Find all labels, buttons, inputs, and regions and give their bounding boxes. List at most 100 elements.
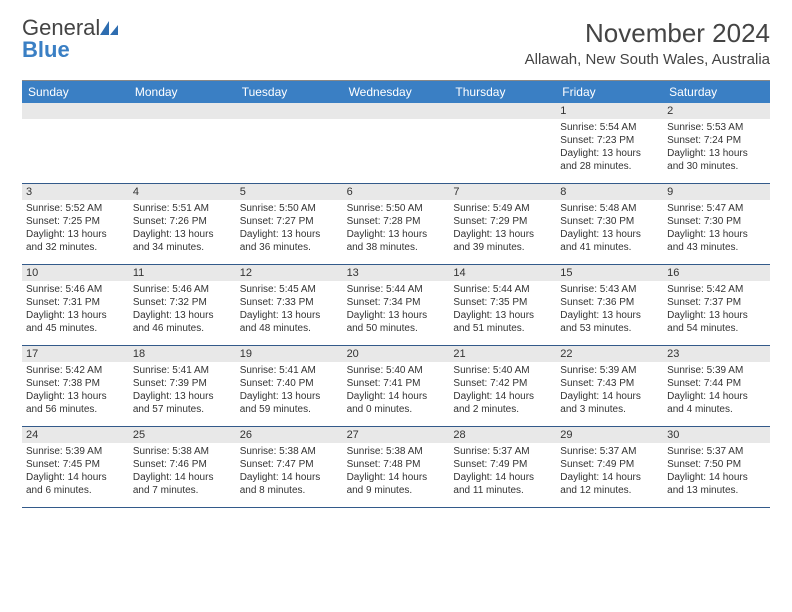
day-body: Sunrise: 5:43 AMSunset: 7:36 PMDaylight:… <box>556 281 663 339</box>
day-cell: 5Sunrise: 5:50 AMSunset: 7:27 PMDaylight… <box>236 184 343 264</box>
day-body: Sunrise: 5:50 AMSunset: 7:27 PMDaylight:… <box>236 200 343 258</box>
day-cell: 13 Sunrise: 5:44 AMSunset: 7:34 PMDayligh… <box>343 265 450 345</box>
daylight-text: Daylight: 13 hours and 41 minutes. <box>560 228 659 254</box>
dayheader-monday: Monday <box>129 81 236 103</box>
sunset-text: Sunset: 7:43 PM <box>560 377 659 390</box>
daylight-text: Daylight: 13 hours and 34 minutes. <box>133 228 232 254</box>
daylight-text: Daylight: 13 hours and 36 minutes. <box>240 228 339 254</box>
day-cell: 15Sunrise: 5:43 AMSunset: 7:36 PMDayligh… <box>556 265 663 345</box>
sunrise-text: Sunrise: 5:40 AM <box>347 364 446 377</box>
sunset-text: Sunset: 7:50 PM <box>667 458 766 471</box>
sunrise-text: Sunrise: 5:40 AM <box>453 364 552 377</box>
day-number: 9 <box>663 184 770 200</box>
sunset-text: Sunset: 7:34 PM <box>347 296 446 309</box>
daylight-text: Daylight: 13 hours and 48 minutes. <box>240 309 339 335</box>
sunset-text: Sunset: 7:26 PM <box>133 215 232 228</box>
day-body: Sunrise: 5:37 AMSunset: 7:49 PMDaylight:… <box>449 443 556 501</box>
sunrise-text: Sunrise: 5:39 AM <box>26 445 125 458</box>
day-number: 21 <box>449 346 556 362</box>
day-body: Sunrise: 5:39 AMSunset: 7:43 PMDaylight:… <box>556 362 663 420</box>
sunrise-text: Sunrise: 5:38 AM <box>347 445 446 458</box>
dayheader-thursday: Thursday <box>449 81 556 103</box>
daylight-text: Daylight: 14 hours and 7 minutes. <box>133 471 232 497</box>
day-body: Sunrise: 5:50 AMSunset: 7:28 PMDaylight:… <box>343 200 450 258</box>
daylight-text: Daylight: 13 hours and 51 minutes. <box>453 309 552 335</box>
day-number: 11 <box>129 265 236 281</box>
day-number: 5 <box>236 184 343 200</box>
day-number <box>449 103 556 119</box>
day-cell: 29Sunrise: 5:37 AMSunset: 7:49 PMDayligh… <box>556 427 663 507</box>
day-body: Sunrise: 5:42 AMSunset: 7:38 PMDaylight:… <box>22 362 129 420</box>
week-row: 3Sunrise: 5:52 AMSunset: 7:25 PMDaylight… <box>22 184 770 265</box>
daylight-text: Daylight: 13 hours and 56 minutes. <box>26 390 125 416</box>
day-cell: 23Sunrise: 5:39 AMSunset: 7:44 PMDayligh… <box>663 346 770 426</box>
location-label: Allawah, New South Wales, Australia <box>525 51 770 68</box>
day-body: Sunrise: 5:37 AMSunset: 7:49 PMDaylight:… <box>556 443 663 501</box>
sunset-text: Sunset: 7:45 PM <box>26 458 125 471</box>
sunrise-text: Sunrise: 5:42 AM <box>26 364 125 377</box>
day-body: Sunrise: 5:37 AMSunset: 7:50 PMDaylight:… <box>663 443 770 501</box>
day-body: Sunrise: 5:53 AMSunset: 7:24 PMDaylight:… <box>663 119 770 177</box>
sunrise-text: Sunrise: 5:51 AM <box>133 202 232 215</box>
day-cell: 18Sunrise: 5:41 AMSunset: 7:39 PMDayligh… <box>129 346 236 426</box>
sunrise-text: Sunrise: 5:38 AM <box>240 445 339 458</box>
daylight-text: Daylight: 13 hours and 57 minutes. <box>133 390 232 416</box>
dayheader-friday: Friday <box>556 81 663 103</box>
day-number: 19 <box>236 346 343 362</box>
daylight-text: Daylight: 13 hours and 50 minutes. <box>347 309 446 335</box>
calendar: Sunday Monday Tuesday Wednesday Thursday… <box>22 80 770 508</box>
day-number: 17 <box>22 346 129 362</box>
day-cell: 12Sunrise: 5:45 AMSunset: 7:33 PMDayligh… <box>236 265 343 345</box>
day-cell <box>129 103 236 183</box>
day-number: 24 <box>22 427 129 443</box>
day-cell: 10Sunrise: 5:46 AMSunset: 7:31 PMDayligh… <box>22 265 129 345</box>
day-cell: 19Sunrise: 5:41 AMSunset: 7:40 PMDayligh… <box>236 346 343 426</box>
daylight-text: Daylight: 14 hours and 13 minutes. <box>667 471 766 497</box>
logo-text: General Blue <box>22 18 118 62</box>
day-body: Sunrise: 5:52 AMSunset: 7:25 PMDaylight:… <box>22 200 129 258</box>
day-body: Sunrise: 5:45 AMSunset: 7:33 PMDaylight:… <box>236 281 343 339</box>
day-number: 26 <box>236 427 343 443</box>
sunrise-text: Sunrise: 5:41 AM <box>240 364 339 377</box>
day-number <box>343 103 450 119</box>
day-body: Sunrise: 5:46 AMSunset: 7:31 PMDaylight:… <box>22 281 129 339</box>
sunset-text: Sunset: 7:31 PM <box>26 296 125 309</box>
daylight-text: Daylight: 14 hours and 8 minutes. <box>240 471 339 497</box>
sunset-text: Sunset: 7:25 PM <box>26 215 125 228</box>
daylight-text: Daylight: 14 hours and 3 minutes. <box>560 390 659 416</box>
dayheader-wednesday: Wednesday <box>343 81 450 103</box>
day-number: 18 <box>129 346 236 362</box>
day-number: 4 <box>129 184 236 200</box>
day-number: 13 <box>343 265 450 281</box>
sunrise-text: Sunrise: 5:38 AM <box>133 445 232 458</box>
sunrise-text: Sunrise: 5:44 AM <box>347 283 446 296</box>
day-cell <box>343 103 450 183</box>
day-cell: 4 Sunrise: 5:51 AMSunset: 7:26 PMDaylight… <box>129 184 236 264</box>
sunset-text: Sunset: 7:38 PM <box>26 377 125 390</box>
daylight-text: Daylight: 13 hours and 53 minutes. <box>560 309 659 335</box>
day-cell: 8Sunrise: 5:48 AMSunset: 7:30 PMDaylight… <box>556 184 663 264</box>
day-number: 20 <box>343 346 450 362</box>
day-cell <box>449 103 556 183</box>
daylight-text: Daylight: 14 hours and 11 minutes. <box>453 471 552 497</box>
day-body: Sunrise: 5:40 AMSunset: 7:42 PMDaylight:… <box>449 362 556 420</box>
day-cell: 24Sunrise: 5:39 AMSunset: 7:45 PMDayligh… <box>22 427 129 507</box>
sunset-text: Sunset: 7:48 PM <box>347 458 446 471</box>
daylight-text: Daylight: 13 hours and 32 minutes. <box>26 228 125 254</box>
sunrise-text: Sunrise: 5:37 AM <box>667 445 766 458</box>
sunset-text: Sunset: 7:46 PM <box>133 458 232 471</box>
sunset-text: Sunset: 7:30 PM <box>560 215 659 228</box>
sunset-text: Sunset: 7:28 PM <box>347 215 446 228</box>
day-body: Sunrise: 5:54 AMSunset: 7:23 PMDaylight:… <box>556 119 663 177</box>
daylight-text: Daylight: 13 hours and 39 minutes. <box>453 228 552 254</box>
day-number: 16 <box>663 265 770 281</box>
day-cell: 21Sunrise: 5:40 AMSunset: 7:42 PMDayligh… <box>449 346 556 426</box>
sunrise-text: Sunrise: 5:46 AM <box>133 283 232 296</box>
day-cell: 1Sunrise: 5:54 AMSunset: 7:23 PMDaylight… <box>556 103 663 183</box>
day-body: Sunrise: 5:38 AMSunset: 7:47 PMDaylight:… <box>236 443 343 501</box>
day-body: Sunrise: 5:41 AMSunset: 7:40 PMDaylight:… <box>236 362 343 420</box>
day-body: Sunrise: 5:44 AMSunset: 7:35 PMDaylight:… <box>449 281 556 339</box>
daylight-text: Daylight: 14 hours and 0 minutes. <box>347 390 446 416</box>
sunset-text: Sunset: 7:35 PM <box>453 296 552 309</box>
title-block: November 2024 Allawah, New South Wales, … <box>525 18 770 68</box>
